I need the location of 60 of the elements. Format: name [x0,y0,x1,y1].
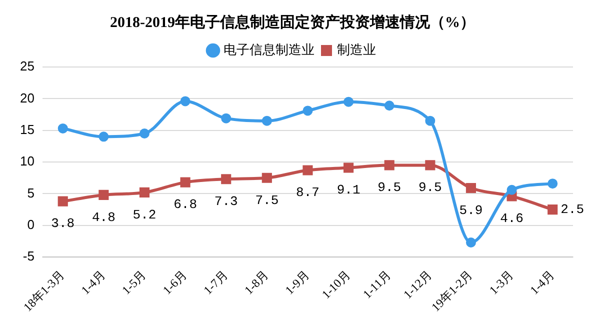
data-label: 3.8 [51,216,75,232]
point [180,96,190,106]
point [58,123,68,134]
x-tick-label: 1-12月 [400,268,435,302]
point [180,177,190,188]
data-label: 5.2 [132,207,156,222]
point [466,182,476,194]
point [221,113,232,124]
x-tick-label: 1-4月 [527,268,557,298]
legend-label: 电子信息制造业 [224,42,314,58]
point [221,174,232,184]
y-tick-label: 25 [20,58,34,74]
x-tick-label: 1-9月 [282,268,312,298]
y-tick-label: 20 [20,90,34,106]
point [466,237,476,248]
y-tick-label: 15 [20,122,34,137]
x-tick-label: 1-7月 [200,268,230,298]
data-label: 7.5 [255,192,279,208]
x-tick-label: 1-3月 [486,268,516,298]
y-tick-label: 10 [20,154,34,169]
point [98,132,109,142]
legend-label: 制造业 [337,42,376,58]
data-label: 7.3 [214,194,238,210]
point [58,196,68,206]
point [302,165,313,176]
point [384,160,394,170]
y-tick-label: 0 [27,216,34,232]
point [262,172,272,183]
data-label: 4.8 [92,210,116,225]
x-tick-label: 1-4月 [78,268,108,298]
data-label: 4.6 [500,211,524,226]
x-tick-label: 18年1-3月 [20,268,68,314]
point [139,187,150,198]
point [425,116,436,126]
point [384,100,394,111]
point [344,96,354,107]
chart-title: 2018-2019年电子信息制造固定资产投资增速情况（%） [110,12,475,31]
x-tick-label: 1-6月 [160,268,190,298]
point [344,162,354,173]
x-tick-label: 1-5月 [119,268,149,298]
point [506,184,517,195]
data-label: 9.5 [378,180,402,196]
point [262,116,272,126]
data-label: 8.7 [296,185,320,200]
point [139,128,150,139]
x-tick-label: 1-8月 [242,268,272,298]
y-tick-label: 5 [27,185,34,200]
x-tick-label: 1-11月 [360,268,394,302]
point [425,160,436,170]
y-tick-label: -5 [22,248,34,264]
data-label: 6.8 [174,197,197,212]
point [548,204,558,215]
x-tick-label: 1-10月 [318,268,353,302]
data-label: 9.5 [418,180,442,196]
point [548,178,558,189]
point [98,190,109,200]
data-label: 2.5 [560,202,584,217]
point [302,106,313,116]
data-label: 9.1 [336,182,360,198]
data-label: 5.9 [459,202,483,218]
